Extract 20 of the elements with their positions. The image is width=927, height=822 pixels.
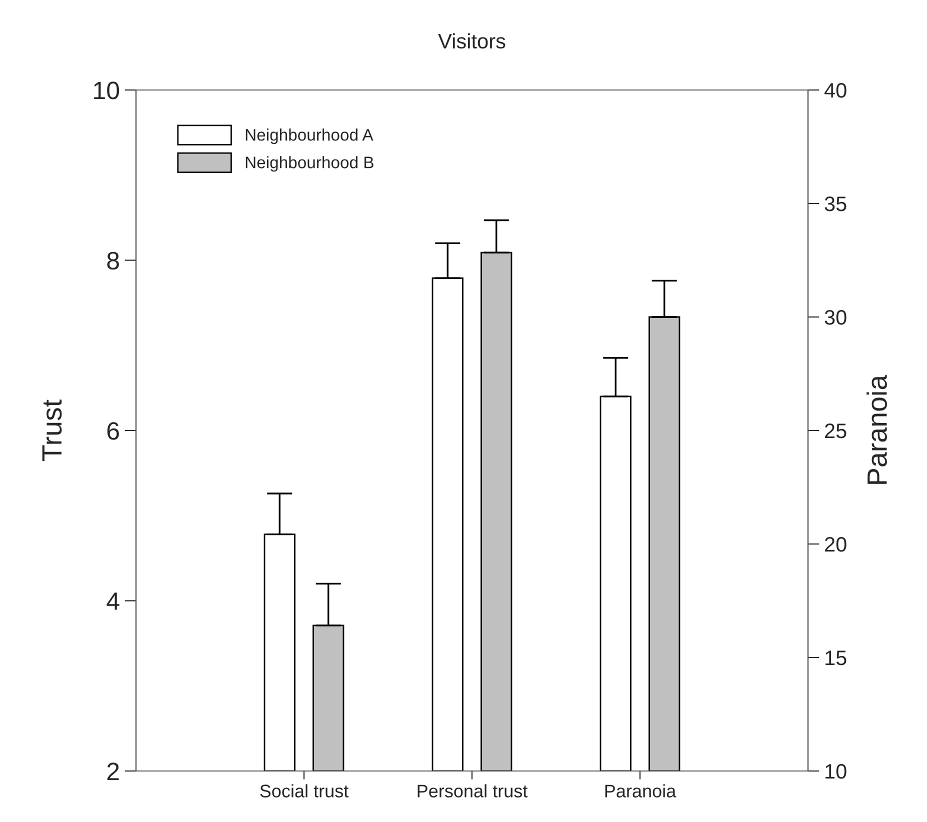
x-tick-label: Paranoia [605, 784, 676, 798]
legend-label: Neighbourhood A [246, 128, 374, 144]
y-tick-label: 6 [107, 422, 119, 440]
legend-label: Neighbourhood B [246, 156, 374, 172]
y2-tick-label: 35 [824, 196, 846, 212]
y-tick-label: 8 [107, 252, 119, 270]
x-tick-label: Personal trust [418, 784, 528, 798]
y2-tick-label: 40 [824, 83, 846, 98]
y2-tick-label: 20 [825, 537, 846, 552]
y2-axis-title: Paranoia [866, 374, 887, 484]
y2-tick-label: 15 [826, 650, 846, 666]
y-tick-label: 2 [107, 762, 119, 780]
y2-tick-label: 25 [825, 424, 846, 438]
y2-tick-label: 10 [826, 764, 846, 779]
y-tick-label: 10 [94, 82, 120, 100]
y-tick-label: 4 [106, 592, 120, 610]
x-tick-label: Social trust [260, 784, 349, 798]
y-axis-title: Trust [42, 400, 62, 461]
chart-title: Visitors [438, 33, 506, 49]
y2-tick-label: 30 [824, 310, 846, 325]
